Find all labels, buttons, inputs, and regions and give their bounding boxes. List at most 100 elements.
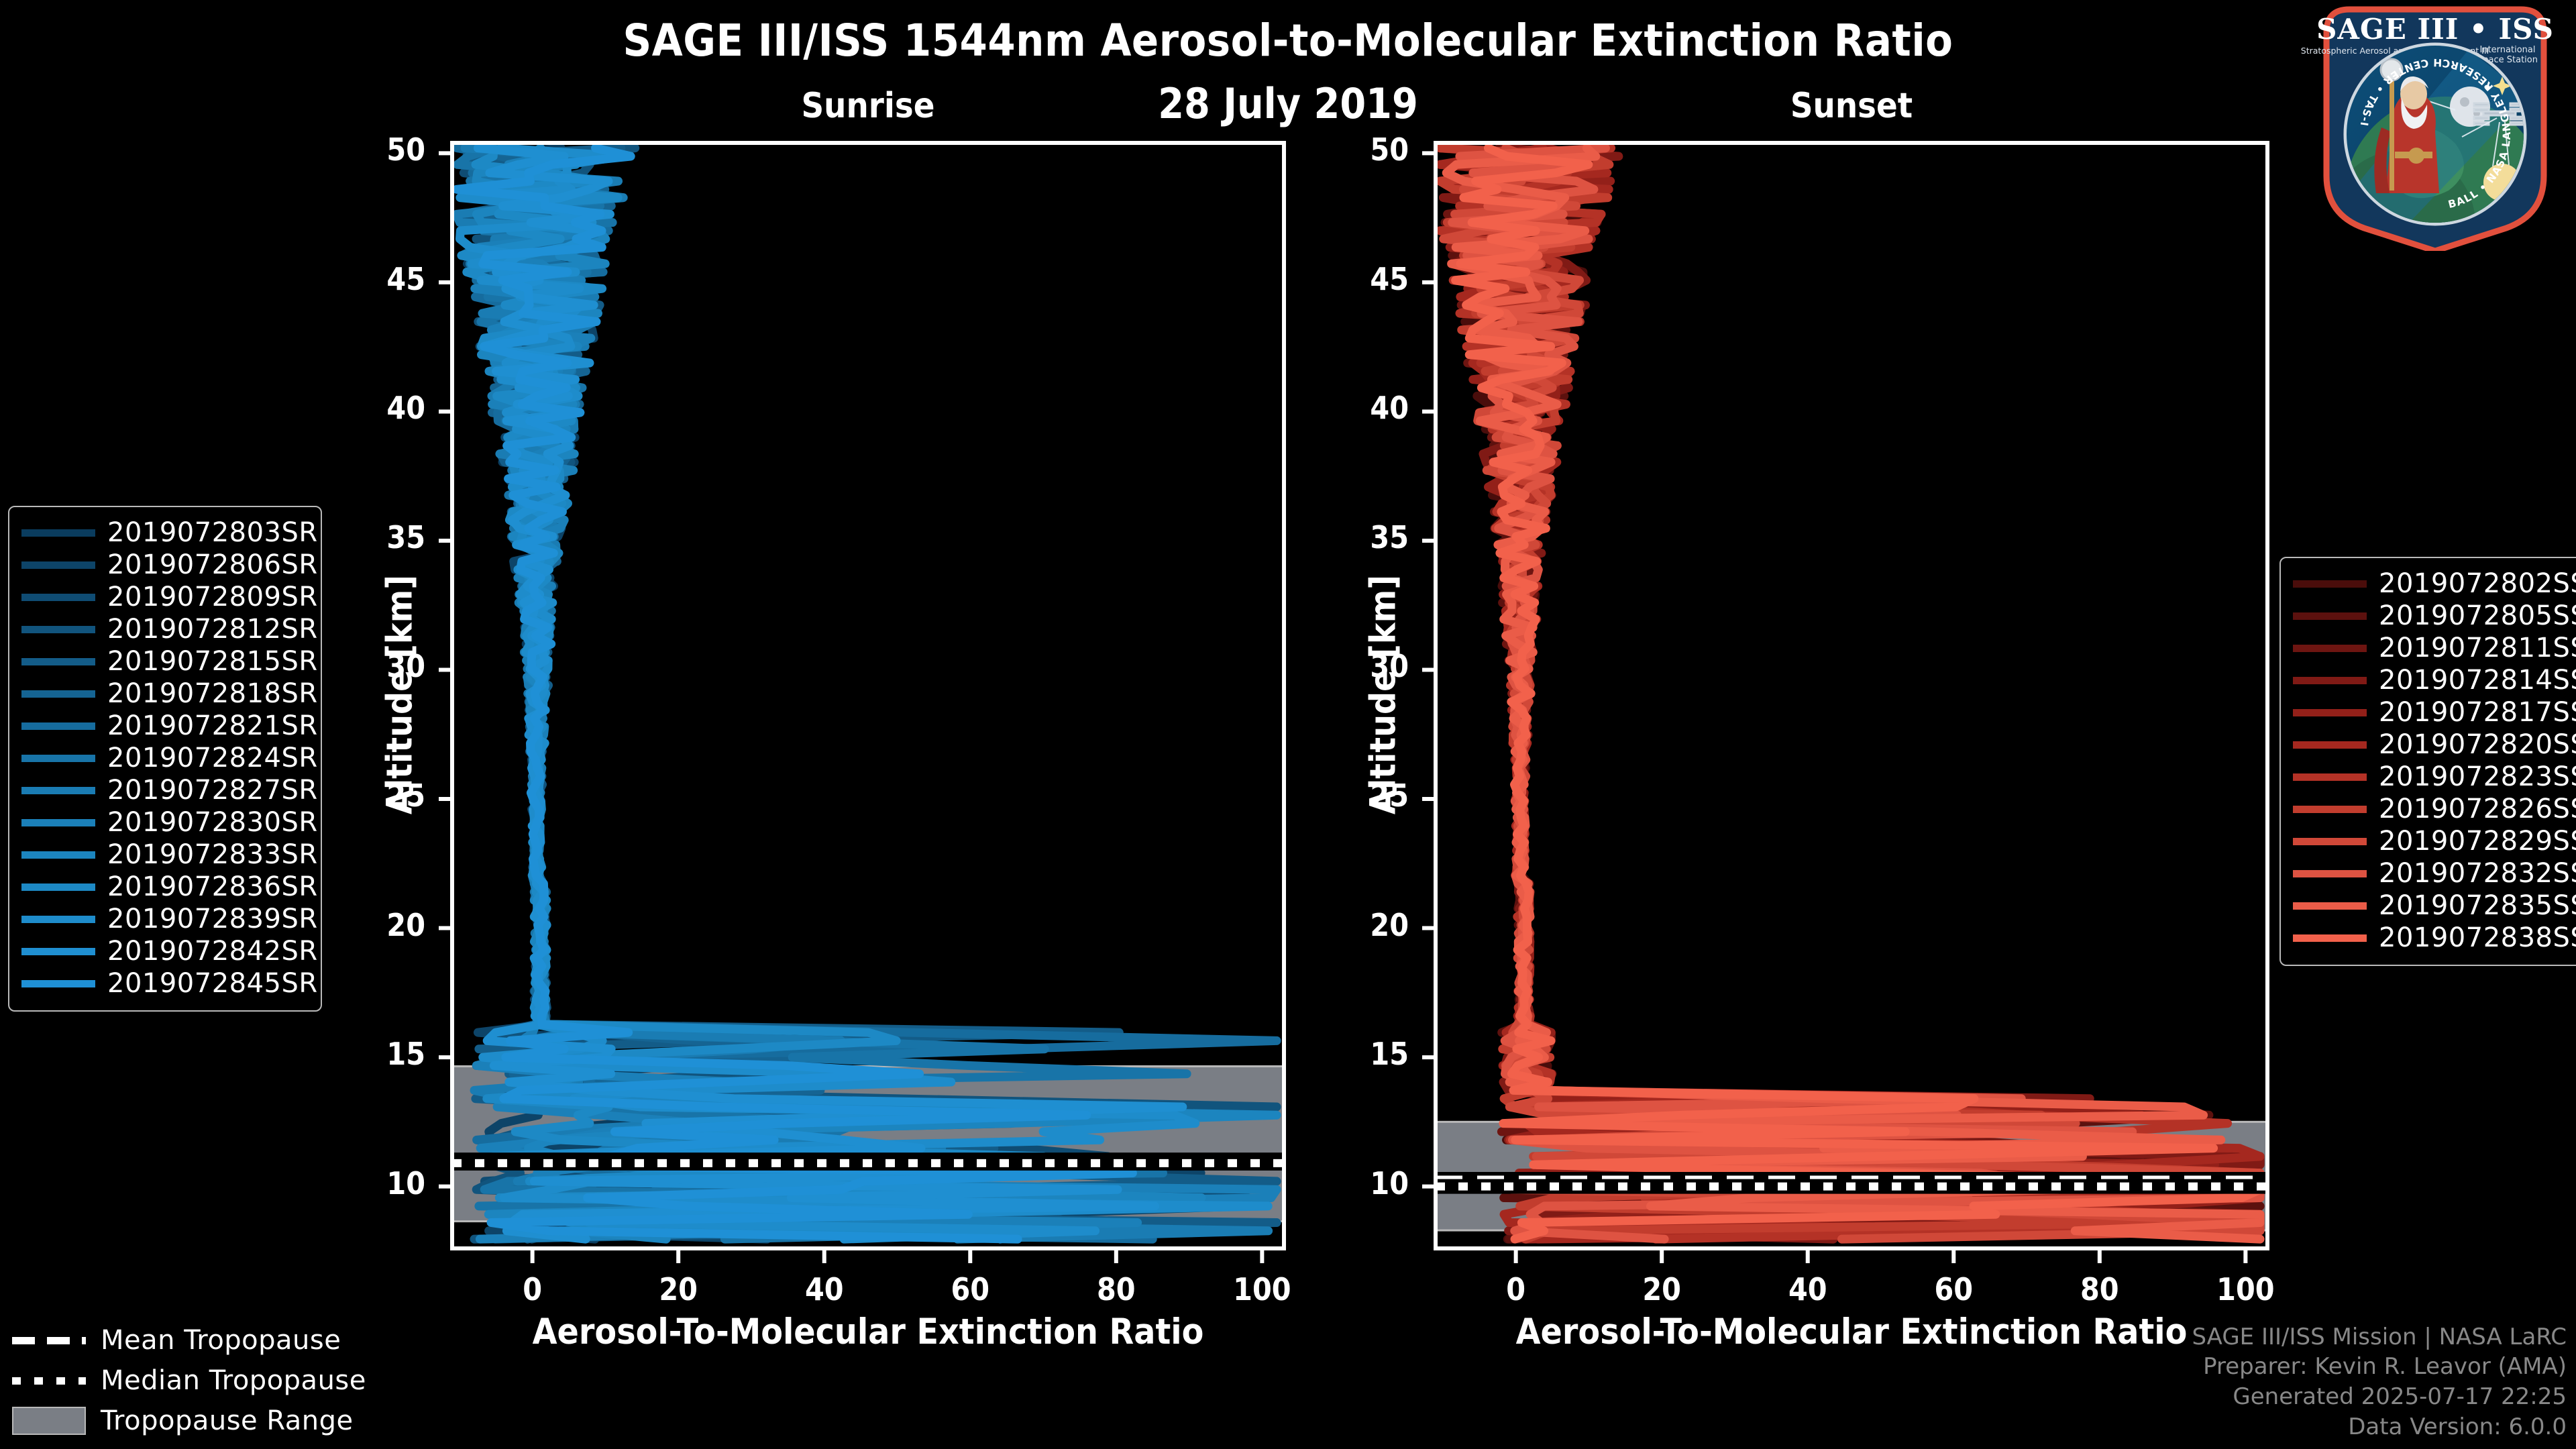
legend-color-swatch xyxy=(2293,612,2367,620)
series-line-2019072838SS xyxy=(1451,144,2265,1244)
x-tick-label: 60 xyxy=(1934,1271,1974,1307)
y-tick-label: 30 xyxy=(1370,648,1409,685)
legend-item-2019072817SS[interactable]: 2019072817SS xyxy=(2293,696,2576,729)
legend-color-swatch xyxy=(21,883,95,891)
legend-item-2019072818SR[interactable]: 2019072818SR xyxy=(21,678,318,710)
legend-color-swatch xyxy=(2293,934,2367,942)
legend-item-label: 2019072820SS xyxy=(2379,729,2576,760)
y-tick-label: 40 xyxy=(1370,390,1409,427)
legend-color-swatch xyxy=(21,915,95,923)
legend-item-2019072823SS[interactable]: 2019072823SS xyxy=(2293,761,2576,793)
legend-item-2019072815SR[interactable]: 2019072815SR xyxy=(21,645,318,678)
y-axis-label-left: Altitude [km] xyxy=(379,574,421,815)
legend-color-swatch xyxy=(2293,676,2367,684)
legend-item-2019072806SR[interactable]: 2019072806SR xyxy=(21,549,317,581)
legend-item-label: 2019072832SS xyxy=(2379,858,2576,889)
legend-item-label: 2019072827SR xyxy=(107,775,318,806)
y-tick-label: 15 xyxy=(386,1036,425,1073)
footer-line-preparer: Preparer: Kevin R. Leavor (AMA) xyxy=(2203,1353,2567,1381)
legend-item-2019072802SS[interactable]: 2019072802SS xyxy=(2293,568,2576,600)
legend-item-2019072812SR[interactable]: 2019072812SR xyxy=(21,613,318,645)
footer-line-version: Data Version: 6.0.0 xyxy=(2348,1413,2567,1441)
legend-item-label: 2019072833SR xyxy=(107,839,318,870)
dashed-line-icon xyxy=(12,1332,86,1349)
legend-item-label: 2019072803SR xyxy=(107,517,318,548)
footer-line-mission: SAGE III/ISS Mission | NASA LaRC xyxy=(2192,1323,2567,1350)
y-tick-label: 20 xyxy=(1370,906,1409,943)
date-subtitle: 28 July 2019 xyxy=(1158,79,1418,128)
legend-item-label: 2019072826SS xyxy=(2379,794,2576,824)
legend-item-label: 2019072842SR xyxy=(107,936,318,967)
legend-color-swatch xyxy=(2293,837,2367,845)
y-tick-label: 50 xyxy=(386,131,425,168)
legend-color-swatch xyxy=(21,690,95,698)
plot-background xyxy=(1436,143,2267,1248)
y-tick-label: 25 xyxy=(386,777,425,814)
x-tick-label: 0 xyxy=(1506,1271,1526,1307)
y-tick-label: 40 xyxy=(386,390,425,427)
legend-color-swatch xyxy=(21,722,95,730)
legend-color-swatch xyxy=(21,625,95,633)
legend-item-2019072805SS[interactable]: 2019072805SS xyxy=(2293,600,2576,632)
legend-color-swatch xyxy=(2293,644,2367,652)
legend-item-label: 2019072818SR xyxy=(107,678,318,709)
legend-color-swatch xyxy=(21,947,95,955)
legend-item-2019072835SS[interactable]: 2019072835SS xyxy=(2293,890,2576,922)
logo-subtitle-right-2: Space Station xyxy=(2477,55,2538,65)
legend-item-2019072842SR[interactable]: 2019072842SR xyxy=(21,935,318,967)
legend-item-2019072811SS[interactable]: 2019072811SS xyxy=(2293,632,2576,664)
legend-item-2019072820SS[interactable]: 2019072820SS xyxy=(2293,729,2576,761)
legend-item-2019072824SR[interactable]: 2019072824SR xyxy=(21,742,318,774)
legend-color-swatch xyxy=(21,754,95,762)
legend-item-label: 2019072839SR xyxy=(107,904,318,934)
legend-item-2019072839SR[interactable]: 2019072839SR xyxy=(21,903,318,935)
dotted-line-icon xyxy=(12,1372,86,1389)
legend-item-2019072832SS[interactable]: 2019072832SS xyxy=(2293,857,2576,890)
legend-item-label: 2019072824SR xyxy=(107,743,318,773)
legend-color-swatch xyxy=(21,818,95,826)
x-tick-label: 40 xyxy=(804,1271,844,1307)
key-label-median: Median Tropopause xyxy=(101,1365,366,1396)
legend-item-label: 2019072815SR xyxy=(107,646,318,677)
x-tick-label: 0 xyxy=(523,1271,543,1307)
legend-item-2019072803SR[interactable]: 2019072803SR xyxy=(21,517,318,549)
legend-item-label: 2019072845SR xyxy=(107,968,318,999)
y-tick-label: 35 xyxy=(1370,519,1409,555)
legend-item-2019072821SR[interactable]: 2019072821SR xyxy=(21,710,318,742)
legend-color-swatch xyxy=(2293,773,2367,781)
logo-subtitle-right-1: International xyxy=(2480,45,2536,55)
footer-credits: SAGE III/ISS Mission | NASA LaRC Prepare… xyxy=(2192,1322,2567,1443)
x-axis-label-left: Aerosol-To-Molecular Extinction Ratio xyxy=(532,1311,1204,1352)
y-tick-label: 50 xyxy=(1370,131,1409,168)
legend-item-label: 2019072835SS xyxy=(2379,890,2576,921)
legend-item-2019072827SR[interactable]: 2019072827SR xyxy=(21,774,318,806)
legend-sunset[interactable]: 2019072802SS 2019072805SS 2019072811SS 2019… xyxy=(2279,557,2576,966)
legend-item-2019072845SR[interactable]: 2019072845SR xyxy=(21,967,318,1000)
legend-item-label: 2019072812SR xyxy=(107,614,318,645)
x-tick-label: 100 xyxy=(1233,1271,1291,1307)
panel-sunrise xyxy=(439,141,1286,1263)
legend-item-2019072836SR[interactable]: 2019072836SR xyxy=(21,871,317,903)
legend-sunrise[interactable]: 2019072803SR 2019072806SR 2019072809SR 2019… xyxy=(8,506,322,1012)
legend-item-2019072829SS[interactable]: 2019072829SS xyxy=(2293,825,2576,857)
legend-item-2019072809SR[interactable]: 2019072809SR xyxy=(21,581,318,613)
legend-item-label: 2019072830SR xyxy=(107,807,318,838)
legend-color-swatch xyxy=(2293,741,2367,749)
y-tick-label: 45 xyxy=(1370,260,1409,297)
legend-item-2019072833SR[interactable]: 2019072833SR xyxy=(21,839,318,871)
legend-item-2019072830SR[interactable]: 2019072830SR xyxy=(21,806,318,839)
legend-item-label: 2019072817SS xyxy=(2379,697,2576,728)
legend-color-swatch xyxy=(21,561,95,569)
footer-line-generated: Generated 2025-07-17 22:25 xyxy=(2233,1383,2567,1411)
legend-item-label: 2019072802SS xyxy=(2379,568,2576,599)
legend-item-2019072838SS[interactable]: 2019072838SS xyxy=(2293,922,2576,954)
legend-item-2019072814SS[interactable]: 2019072814SS xyxy=(2293,664,2576,696)
legend-item-2019072826SS[interactable]: 2019072826SS xyxy=(2293,793,2576,825)
legend-color-swatch xyxy=(21,851,95,859)
x-tick-label: 80 xyxy=(2080,1271,2119,1307)
legend-item-label: 2019072805SS xyxy=(2379,600,2576,631)
legend-item-label: 2019072821SR xyxy=(107,710,318,741)
legend-item-label: 2019072809SR xyxy=(107,582,318,612)
legend-color-swatch xyxy=(21,529,95,537)
